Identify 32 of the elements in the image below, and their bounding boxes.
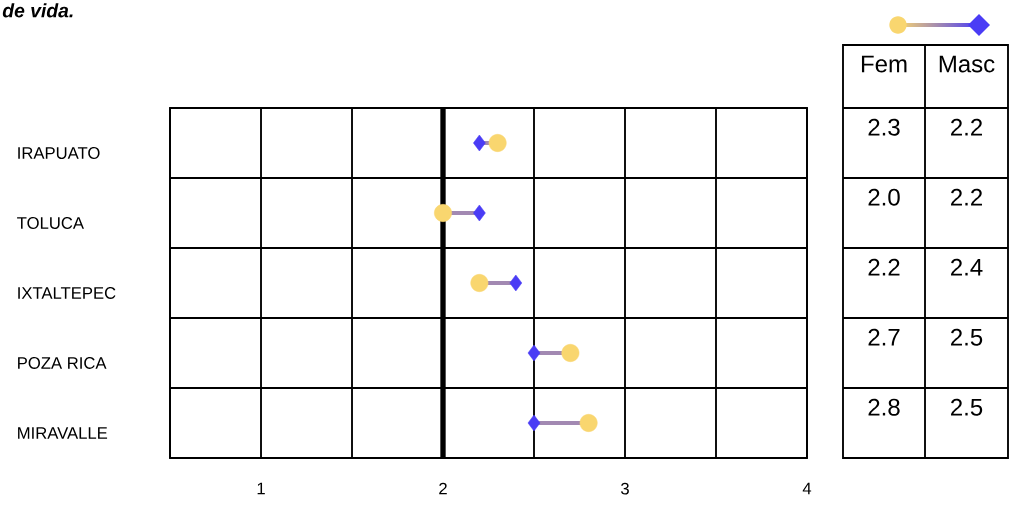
data-label: 2.7 bbox=[868, 328, 900, 346]
point bbox=[473, 204, 486, 222]
data-label: 2.2 bbox=[951, 188, 982, 206]
data-label: 2.8 bbox=[868, 398, 900, 416]
legend-label: Masc bbox=[939, 55, 995, 73]
data-label: 2.3 bbox=[868, 118, 900, 136]
chart-title: de vida. bbox=[2, 3, 73, 18]
y-tick-label: TOLUCA bbox=[17, 217, 84, 229]
point bbox=[488, 134, 507, 152]
point bbox=[579, 414, 598, 432]
point bbox=[434, 204, 452, 222]
point bbox=[509, 274, 523, 292]
point bbox=[561, 344, 580, 362]
legend-label: Fem bbox=[861, 55, 907, 73]
data-label: 2.5 bbox=[951, 328, 983, 346]
data-label: 2.0 bbox=[868, 188, 900, 206]
y-tick-label: MIRAVALLE bbox=[18, 427, 108, 439]
x-tick-label: 1 bbox=[257, 482, 265, 495]
point bbox=[470, 274, 489, 292]
data-label: 2.4 bbox=[951, 258, 983, 276]
data-label: 2.2 bbox=[951, 118, 982, 136]
x-tick-label: 4 bbox=[802, 482, 812, 495]
x-tick-label: 2 bbox=[439, 482, 447, 495]
point bbox=[527, 344, 541, 362]
point bbox=[473, 134, 486, 152]
x-tick-label: 3 bbox=[620, 482, 629, 495]
y-tick-label: IRAPUATO bbox=[18, 147, 100, 159]
data-label: 2.2 bbox=[868, 258, 900, 276]
data-label: 2.5 bbox=[951, 398, 983, 416]
y-tick-label: IXTALTEPEC bbox=[18, 287, 116, 299]
point bbox=[527, 414, 541, 432]
y-tick-label: POZA RICA bbox=[18, 357, 107, 369]
